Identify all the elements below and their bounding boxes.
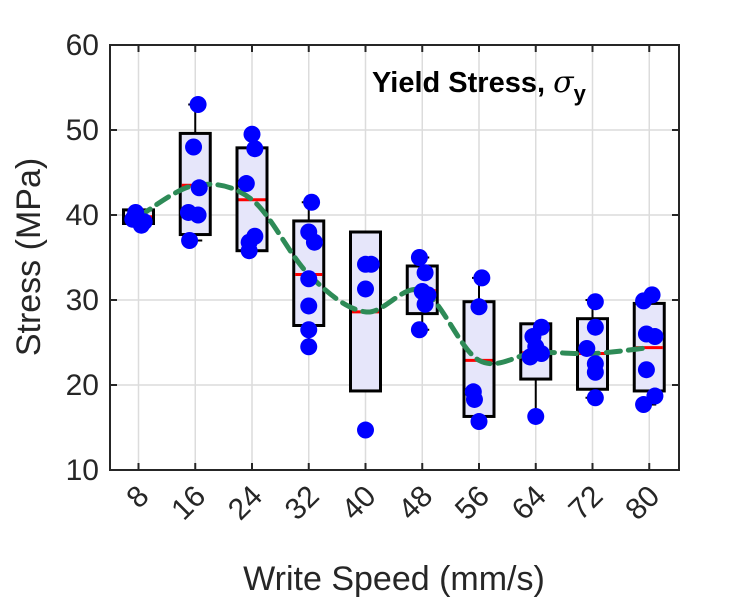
data-point: [578, 339, 596, 357]
chart-title-text: Yield Stress,: [372, 67, 553, 99]
y-tick-label: 10: [66, 454, 99, 487]
data-point: [416, 264, 434, 282]
data-point: [181, 232, 199, 249]
data-point: [300, 338, 318, 356]
data-point: [470, 413, 488, 431]
data-point: [190, 179, 208, 197]
data-point: [240, 242, 258, 260]
data-point: [189, 96, 207, 113]
data-point: [357, 280, 374, 298]
data-point: [303, 193, 321, 211]
data-point: [416, 295, 434, 313]
data-point: [300, 297, 318, 315]
x-tick-label: 24: [222, 480, 269, 527]
data-point: [527, 407, 545, 425]
data-point: [410, 249, 428, 266]
data-point: [586, 318, 604, 336]
data-point: [470, 298, 488, 316]
chart-title-symbol: σ: [553, 65, 575, 100]
x-tick-label: 16: [165, 480, 212, 527]
y-ticks: 10 20 30 40 50 60: [66, 29, 679, 487]
x-tick-label: 32: [279, 480, 326, 527]
data-point: [586, 363, 604, 381]
data-point: [357, 421, 374, 439]
data-point: [521, 348, 539, 366]
data-point: [586, 293, 604, 311]
data-point: [637, 361, 655, 379]
data-point: [465, 390, 483, 408]
data-point: [586, 389, 604, 407]
plot-frame: [109, 44, 680, 471]
data-point: [410, 321, 428, 339]
x-tick-label: 80: [619, 480, 666, 527]
x-tick-label: 48: [392, 480, 439, 527]
data-point: [246, 140, 264, 158]
data-point: [305, 233, 323, 251]
y-tick-label: 40: [66, 199, 99, 232]
x-tick-label: 8: [120, 480, 155, 515]
data-point: [185, 138, 203, 156]
x-axis-title: Write Speed (mm/s): [243, 560, 545, 598]
data-point: [237, 175, 255, 193]
data-point: [132, 216, 150, 234]
y-tick-label: 60: [66, 29, 99, 62]
data-point: [300, 270, 318, 288]
trend-line: [136, 181, 652, 367]
y-tick-label: 30: [66, 284, 99, 317]
x-tick-label: 56: [449, 480, 496, 527]
data-point: [362, 255, 380, 273]
data-point: [473, 269, 491, 287]
x-tick-label: 64: [506, 480, 553, 527]
plot-background: [110, 45, 679, 470]
data-point: [646, 328, 664, 346]
x-tick-label: 72: [563, 480, 610, 527]
data-point: [635, 292, 653, 310]
data-point: [300, 321, 318, 339]
chart-title: Yield Stress, σy: [372, 65, 587, 106]
data-point: [635, 396, 653, 414]
y-tick-label: 20: [66, 369, 99, 402]
data-point: [243, 125, 261, 143]
data-point: [189, 206, 207, 224]
data-points: [124, 96, 664, 439]
y-tick-label: 50: [66, 114, 99, 147]
x-tick-label: 40: [336, 480, 383, 527]
chart-title-subscript: y: [574, 81, 587, 106]
y-axis-title: Stress (MPa): [10, 158, 48, 356]
